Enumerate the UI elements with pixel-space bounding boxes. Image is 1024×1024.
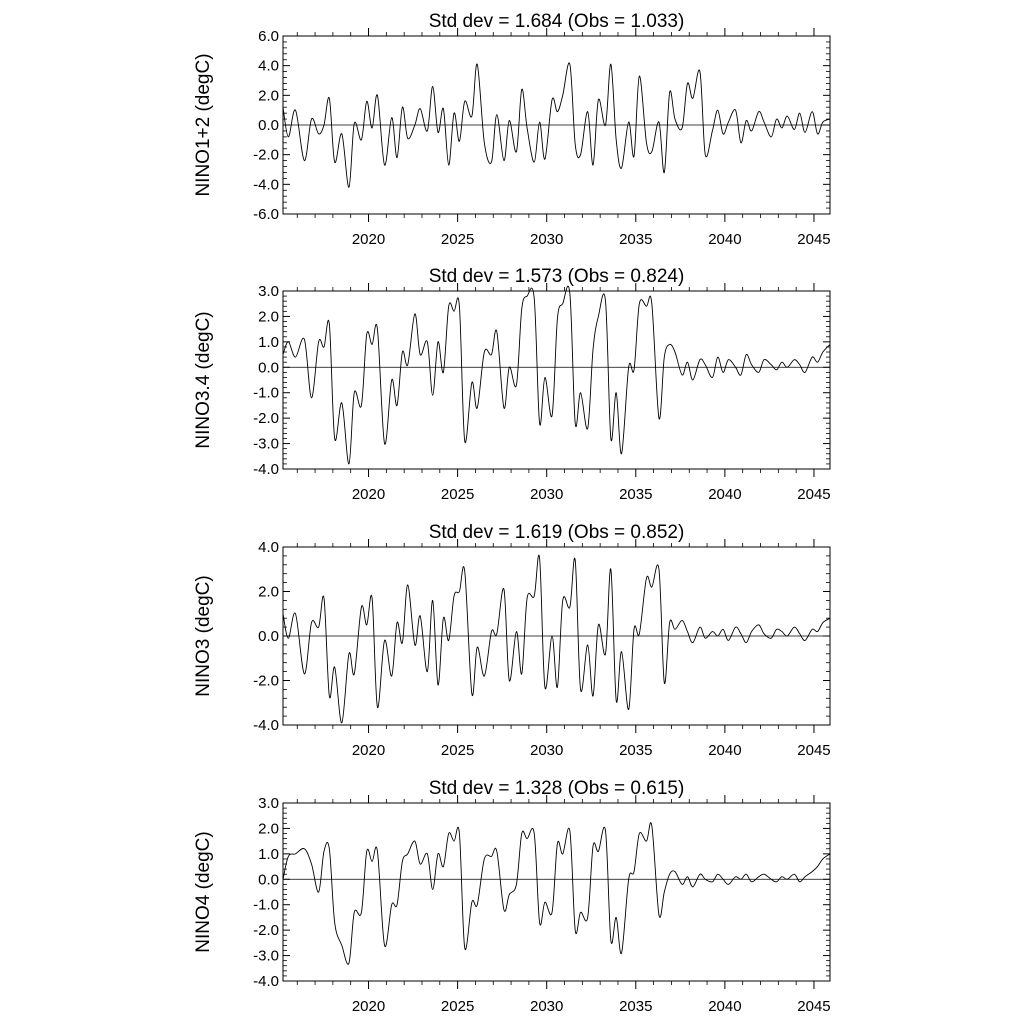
y-tick-label: 0.0 [258, 628, 279, 645]
y-axis-label: NINO1+2 (degC) [193, 53, 214, 196]
y-tick-label: -2.0 [253, 922, 279, 939]
x-tick-label: 2045 [797, 486, 830, 503]
x-tick-label: 2035 [619, 486, 652, 503]
plot-frame [282, 802, 831, 982]
x-tick-label: 2045 [797, 998, 830, 1015]
y-tick-label: 1.0 [258, 846, 279, 863]
panel-title: Std dev = 1.573 (Obs = 0.824) [429, 266, 685, 287]
x-tick-label: 2025 [441, 742, 474, 759]
y-tick-label: 0.0 [258, 871, 279, 888]
y-tick-label: -4.0 [253, 461, 279, 478]
x-tick-label: 2025 [441, 486, 474, 503]
x-tick-label: 2045 [797, 742, 830, 759]
x-tick-label: 2020 [352, 742, 385, 759]
panel-1: Std dev = 1.573 (Obs = 0.824) NINO3.4 (de… [193, 266, 831, 503]
y-tick-label: -1.0 [253, 897, 279, 914]
y-tick-label: 4.0 [258, 539, 279, 556]
y-tick-label: -2.0 [253, 410, 279, 427]
y-tick-label: -6.0 [253, 206, 279, 223]
panel-2: Std dev = 1.619 (Obs = 0.852) NINO3 (degC… [193, 522, 831, 759]
y-tick-label: -4.0 [253, 717, 279, 734]
series-line-0 [282, 554, 831, 724]
x-tick-label: 2030 [530, 486, 563, 503]
plot-frame [282, 290, 831, 470]
x-tick-label: 2040 [708, 231, 741, 248]
y-tick-label: -3.0 [253, 436, 279, 453]
x-tick-label: 2025 [441, 231, 474, 248]
y-tick-label: 3.0 [258, 283, 279, 300]
x-tick-label: 2040 [708, 742, 741, 759]
y-tick-label: 3.0 [258, 795, 279, 812]
y-tick-label: 2.0 [258, 820, 279, 837]
x-tick-label: 2035 [619, 231, 652, 248]
x-tick-label: 2030 [530, 231, 563, 248]
y-tick-label: -1.0 [253, 385, 279, 402]
y-tick-label: 6.0 [258, 28, 279, 45]
y-axis-label: NINO3.4 (degC) [193, 311, 214, 448]
panel-title: Std dev = 1.328 (Obs = 0.615) [429, 778, 685, 799]
y-tick-label: 0.0 [258, 117, 279, 134]
panel-0: Std dev = 1.684 (Obs = 1.033) NINO1+2 (de… [193, 11, 831, 248]
y-tick-label: 1.0 [258, 334, 279, 351]
x-tick-label: 2040 [708, 998, 741, 1015]
series-line-0 [282, 285, 831, 465]
y-tick-label: 2.0 [258, 87, 279, 104]
x-tick-label: 2035 [619, 998, 652, 1015]
y-tick-label: 4.0 [258, 58, 279, 75]
y-tick-label: 2.0 [258, 308, 279, 325]
y-tick-label: 0.0 [258, 359, 279, 376]
x-tick-label: 2045 [797, 231, 830, 248]
y-tick-label: -3.0 [253, 948, 279, 965]
x-tick-label: 2030 [530, 742, 563, 759]
y-axis-label: NINO3 (degC) [193, 575, 214, 696]
x-tick-label: 2020 [352, 231, 385, 248]
series-line-0 [282, 62, 831, 188]
y-tick-label: -4.0 [253, 973, 279, 990]
panel-title: Std dev = 1.619 (Obs = 0.852) [429, 522, 685, 543]
y-axis-label: NINO4 (degC) [193, 831, 214, 952]
y-tick-label: -4.0 [253, 176, 279, 193]
y-tick-label: -2.0 [253, 147, 279, 164]
series-line-0 [282, 822, 831, 965]
y-tick-label: 2.0 [258, 584, 279, 601]
x-tick-label: 2035 [619, 742, 652, 759]
x-tick-label: 2030 [530, 998, 563, 1015]
x-tick-label: 2020 [352, 486, 385, 503]
panel-3: Std dev = 1.328 (Obs = 0.615) NINO4 (degC… [193, 778, 831, 1015]
x-tick-label: 2025 [441, 998, 474, 1015]
x-tick-label: 2020 [352, 998, 385, 1015]
y-tick-label: -2.0 [253, 673, 279, 690]
x-tick-label: 2040 [708, 486, 741, 503]
panel-title: Std dev = 1.684 (Obs = 1.033) [429, 11, 685, 32]
